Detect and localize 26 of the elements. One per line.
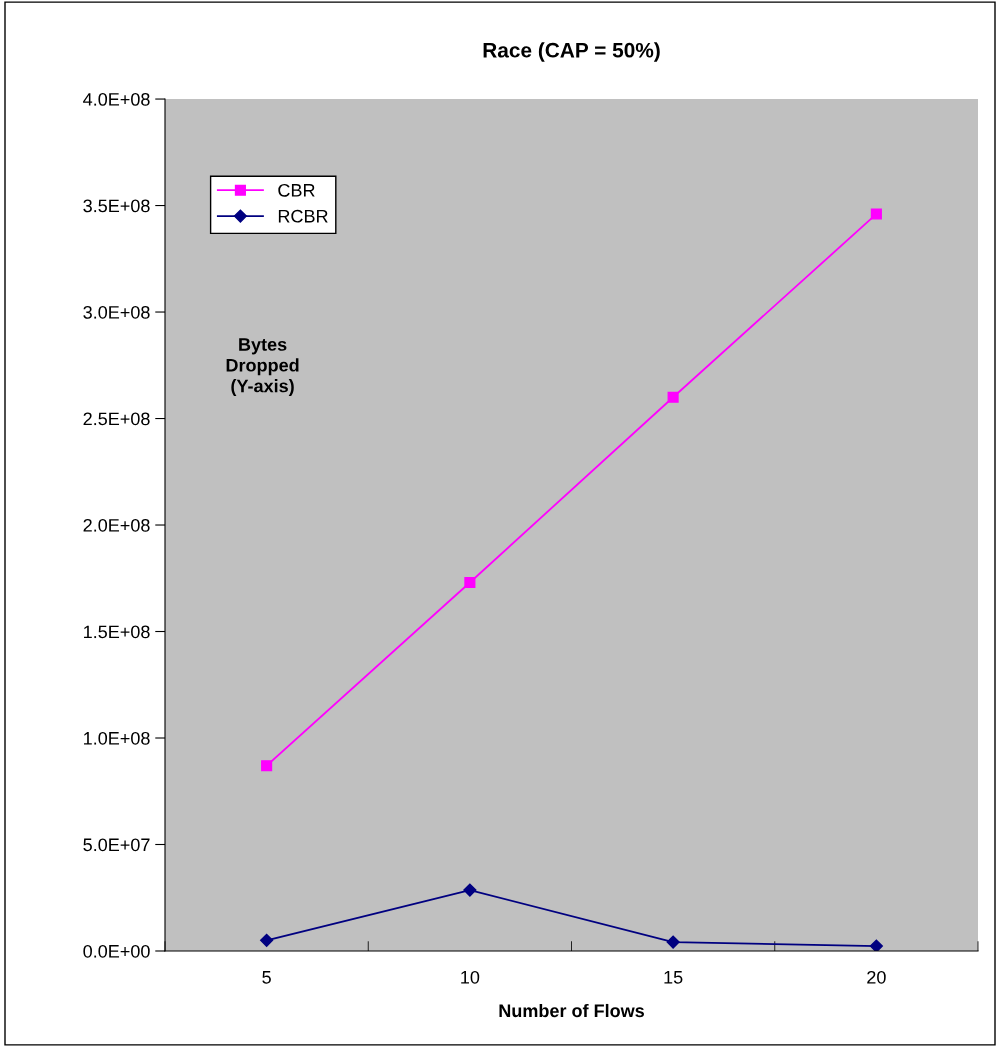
y-tick-label: 0.0E+00: [83, 944, 150, 958]
x-tick-label: 5: [262, 971, 271, 984]
y-tick-label: 1.0E+08: [84, 731, 150, 745]
point: [261, 760, 273, 772]
y-tick-label: 2.5E+08: [83, 412, 150, 426]
y-tick-label: 1.5E+08: [84, 625, 150, 639]
x-tick-label: 10: [461, 970, 480, 984]
y-axis-title: Bytes Dropped (Y-axis): [226, 338, 299, 396]
point: [870, 208, 882, 220]
y-tick-label: 2.0E+08: [83, 518, 150, 532]
point: [463, 883, 477, 897]
point: [666, 935, 680, 949]
x-tick-label: 20: [867, 970, 886, 984]
x-tick-label: 15: [664, 971, 683, 984]
legend-label: CBR: [278, 183, 315, 197]
y-tick-label: 5.0E+07: [83, 838, 150, 852]
y-tick-label: 3.0E+08: [83, 305, 150, 319]
x-axis-title: Number of Flows: [499, 1003, 644, 1018]
chart-title: Race (CAP = 50%): [483, 42, 660, 62]
y-tick-label: 3.5E+08: [83, 199, 150, 213]
point: [869, 939, 883, 951]
y-tick-label: 4.0E+08: [83, 92, 150, 106]
point: [464, 576, 476, 589]
point: [260, 933, 274, 947]
point: [667, 391, 679, 403]
legend-label: RCBR: [278, 209, 328, 223]
